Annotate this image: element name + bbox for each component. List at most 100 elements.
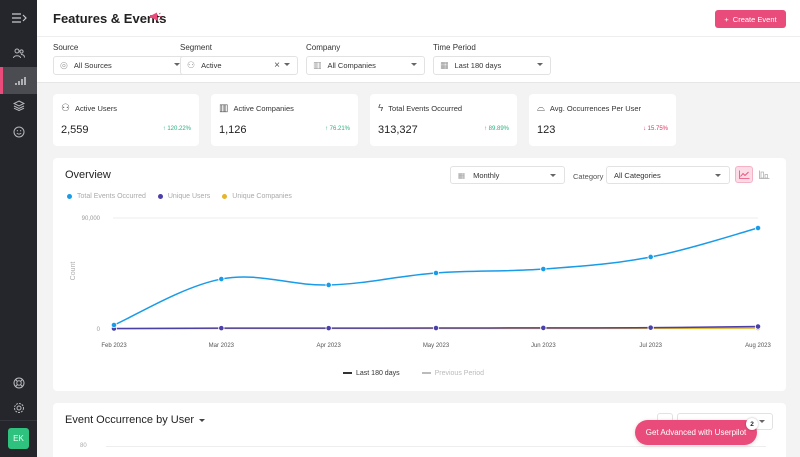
segment-select[interactable]: ⚇ Active × <box>180 56 298 75</box>
line-chart-view-button[interactable] <box>735 166 753 183</box>
company-label: Company <box>306 43 341 52</box>
create-event-button[interactable]: + Create Event <box>715 10 786 28</box>
data-point <box>325 325 332 332</box>
users-icon <box>12 48 25 59</box>
company-select[interactable]: ▥ All Companies <box>306 56 425 75</box>
users-icon: ⚇ <box>61 103 70 114</box>
kpi-value: 313,327 <box>378 124 418 136</box>
calendar-icon: ▦ <box>458 170 466 180</box>
sidebar-item-layers[interactable] <box>0 92 37 119</box>
category-value: All Categories <box>614 170 661 180</box>
kpi-card-active-companies: ▥ Active Companies 1,126 ↑ 76.21% <box>211 94 358 146</box>
period-legend: Last 180 days Previous Period <box>343 370 484 377</box>
interval-value: Monthly <box>473 170 500 180</box>
category-label: Category <box>573 172 604 181</box>
event-occurrence-title[interactable]: Event Occurrence by User <box>65 414 205 426</box>
sidebar-item-help[interactable] <box>0 369 37 396</box>
y-tick-90000: 90,000 <box>82 216 101 222</box>
segment-label: Segment <box>180 43 213 52</box>
category-select[interactable]: All Categories <box>606 166 730 184</box>
legend-item-unique-companies[interactable]: Unique Companies <box>222 193 292 200</box>
data-point <box>647 253 654 261</box>
data-point <box>754 224 762 232</box>
chevron-down-icon <box>715 174 721 177</box>
series-line <box>113 227 759 326</box>
source-value: All Sources <box>73 61 112 70</box>
x-tick-label: Apr 2023 <box>316 343 341 349</box>
source-select[interactable]: ◎ All Sources <box>53 56 188 75</box>
x-tick-label: Mar 2023 <box>209 343 235 349</box>
globe-icon: ◎ <box>60 60 68 70</box>
data-point <box>647 324 654 331</box>
sidebar-item-settings[interactable] <box>0 394 37 421</box>
legend-previous-period[interactable]: Previous Period <box>421 370 484 377</box>
sidebar-divider <box>0 420 37 421</box>
x-axis-ticks: Feb 2023 Mar 2023 Apr 2023 May 2023 Jun 2023… <box>101 343 771 349</box>
x-tick-label: Jun 2023 <box>531 343 556 349</box>
sidebar-item-feedback[interactable] <box>0 118 37 145</box>
y-tick-0: 0 <box>97 327 101 333</box>
kpi-value: 2,559 <box>61 124 89 136</box>
series-layer <box>110 224 762 332</box>
arrow-up-icon: ↑ <box>162 126 168 132</box>
users-icon: ⚇ <box>187 60 196 70</box>
clear-icon[interactable]: × <box>274 60 280 71</box>
data-point <box>218 275 225 283</box>
chevron-down-icon <box>759 420 765 423</box>
source-filter: Source ◎ All Sources <box>53 43 188 75</box>
data-point <box>540 265 547 273</box>
y-axis-label: Count <box>70 262 77 281</box>
time-period-filter: Time Period ▦ Last 180 days <box>433 43 551 75</box>
kpi-label: Active Companies <box>233 104 294 113</box>
kpi-card-avg-occurrences: ⌓ Avg. Occurrences Per User 123 ↓ 15.75% <box>529 94 676 146</box>
chart-legend: Total Events Occurred Unique Users Uniqu… <box>67 193 292 200</box>
kpi-label: Total Events Occurred <box>388 104 463 113</box>
kpi-value: 123 <box>537 124 556 136</box>
avatar[interactable]: EK <box>8 428 29 449</box>
x-tick-label: Jul 2023 <box>639 343 662 349</box>
plus-icon: + <box>724 14 729 24</box>
gear-icon <box>13 402 24 413</box>
page-header: Features & Events + Create Event <box>37 0 800 37</box>
sidebar: EK <box>0 0 37 457</box>
kpi-card-total-events: ϟ Total Events Occurred 313,327 ↑ 89.89% <box>370 94 517 146</box>
x-tick-label: May 2023 <box>423 343 450 349</box>
company-value: All Companies <box>327 61 376 70</box>
kpi-label: Active Users <box>74 104 118 113</box>
notification-badge: 2 <box>746 418 758 430</box>
time-period-select[interactable]: ▦ Last 180 days <box>433 56 551 75</box>
lifebuoy-icon <box>13 377 24 388</box>
kpi-delta: ↑ 76.21% <box>324 126 350 132</box>
data-point <box>218 325 225 332</box>
source-label: Source <box>53 43 79 52</box>
data-point <box>754 323 762 330</box>
bar-chart-icon <box>14 76 26 85</box>
layers-icon <box>12 100 25 111</box>
get-advanced-button[interactable]: Get Advanced with Userpilot <box>635 420 757 445</box>
bar-chart-icon <box>758 170 769 179</box>
data-point <box>540 324 547 331</box>
sidebar-item-analytics[interactable] <box>0 67 37 94</box>
data-point <box>432 324 440 332</box>
overview-title: Overview <box>65 169 111 181</box>
calendar-icon: ▦ <box>440 60 449 70</box>
grid-line <box>106 446 766 447</box>
company-filter: Company ▥ All Companies <box>306 43 425 75</box>
chevron-down-icon <box>550 174 556 177</box>
sidebar-item-users[interactable] <box>0 40 37 67</box>
legend-item-unique-users[interactable]: Unique Users <box>157 193 210 200</box>
interval-select[interactable]: ▦ Monthly <box>450 166 565 184</box>
lightning-icon: ϟ <box>378 103 384 114</box>
time-period-value: Last 180 days <box>454 61 502 70</box>
arrow-up-icon: ↑ <box>483 126 489 132</box>
sidebar-toggle-button[interactable] <box>0 4 37 31</box>
arrow-down-icon: ↓ <box>642 126 648 132</box>
building-icon: ▥ <box>313 60 322 70</box>
legend-current-period[interactable]: Last 180 days <box>343 370 400 377</box>
arrow-up-icon: ↑ <box>324 126 330 132</box>
x-tick-label: Aug 2023 <box>745 343 771 349</box>
kpi-delta: ↑ 89.89% <box>483 126 509 132</box>
building-icon: ▥ <box>219 103 229 114</box>
legend-item-total-events[interactable]: Total Events Occurred <box>67 193 146 200</box>
bar-chart-view-button[interactable] <box>755 166 773 183</box>
